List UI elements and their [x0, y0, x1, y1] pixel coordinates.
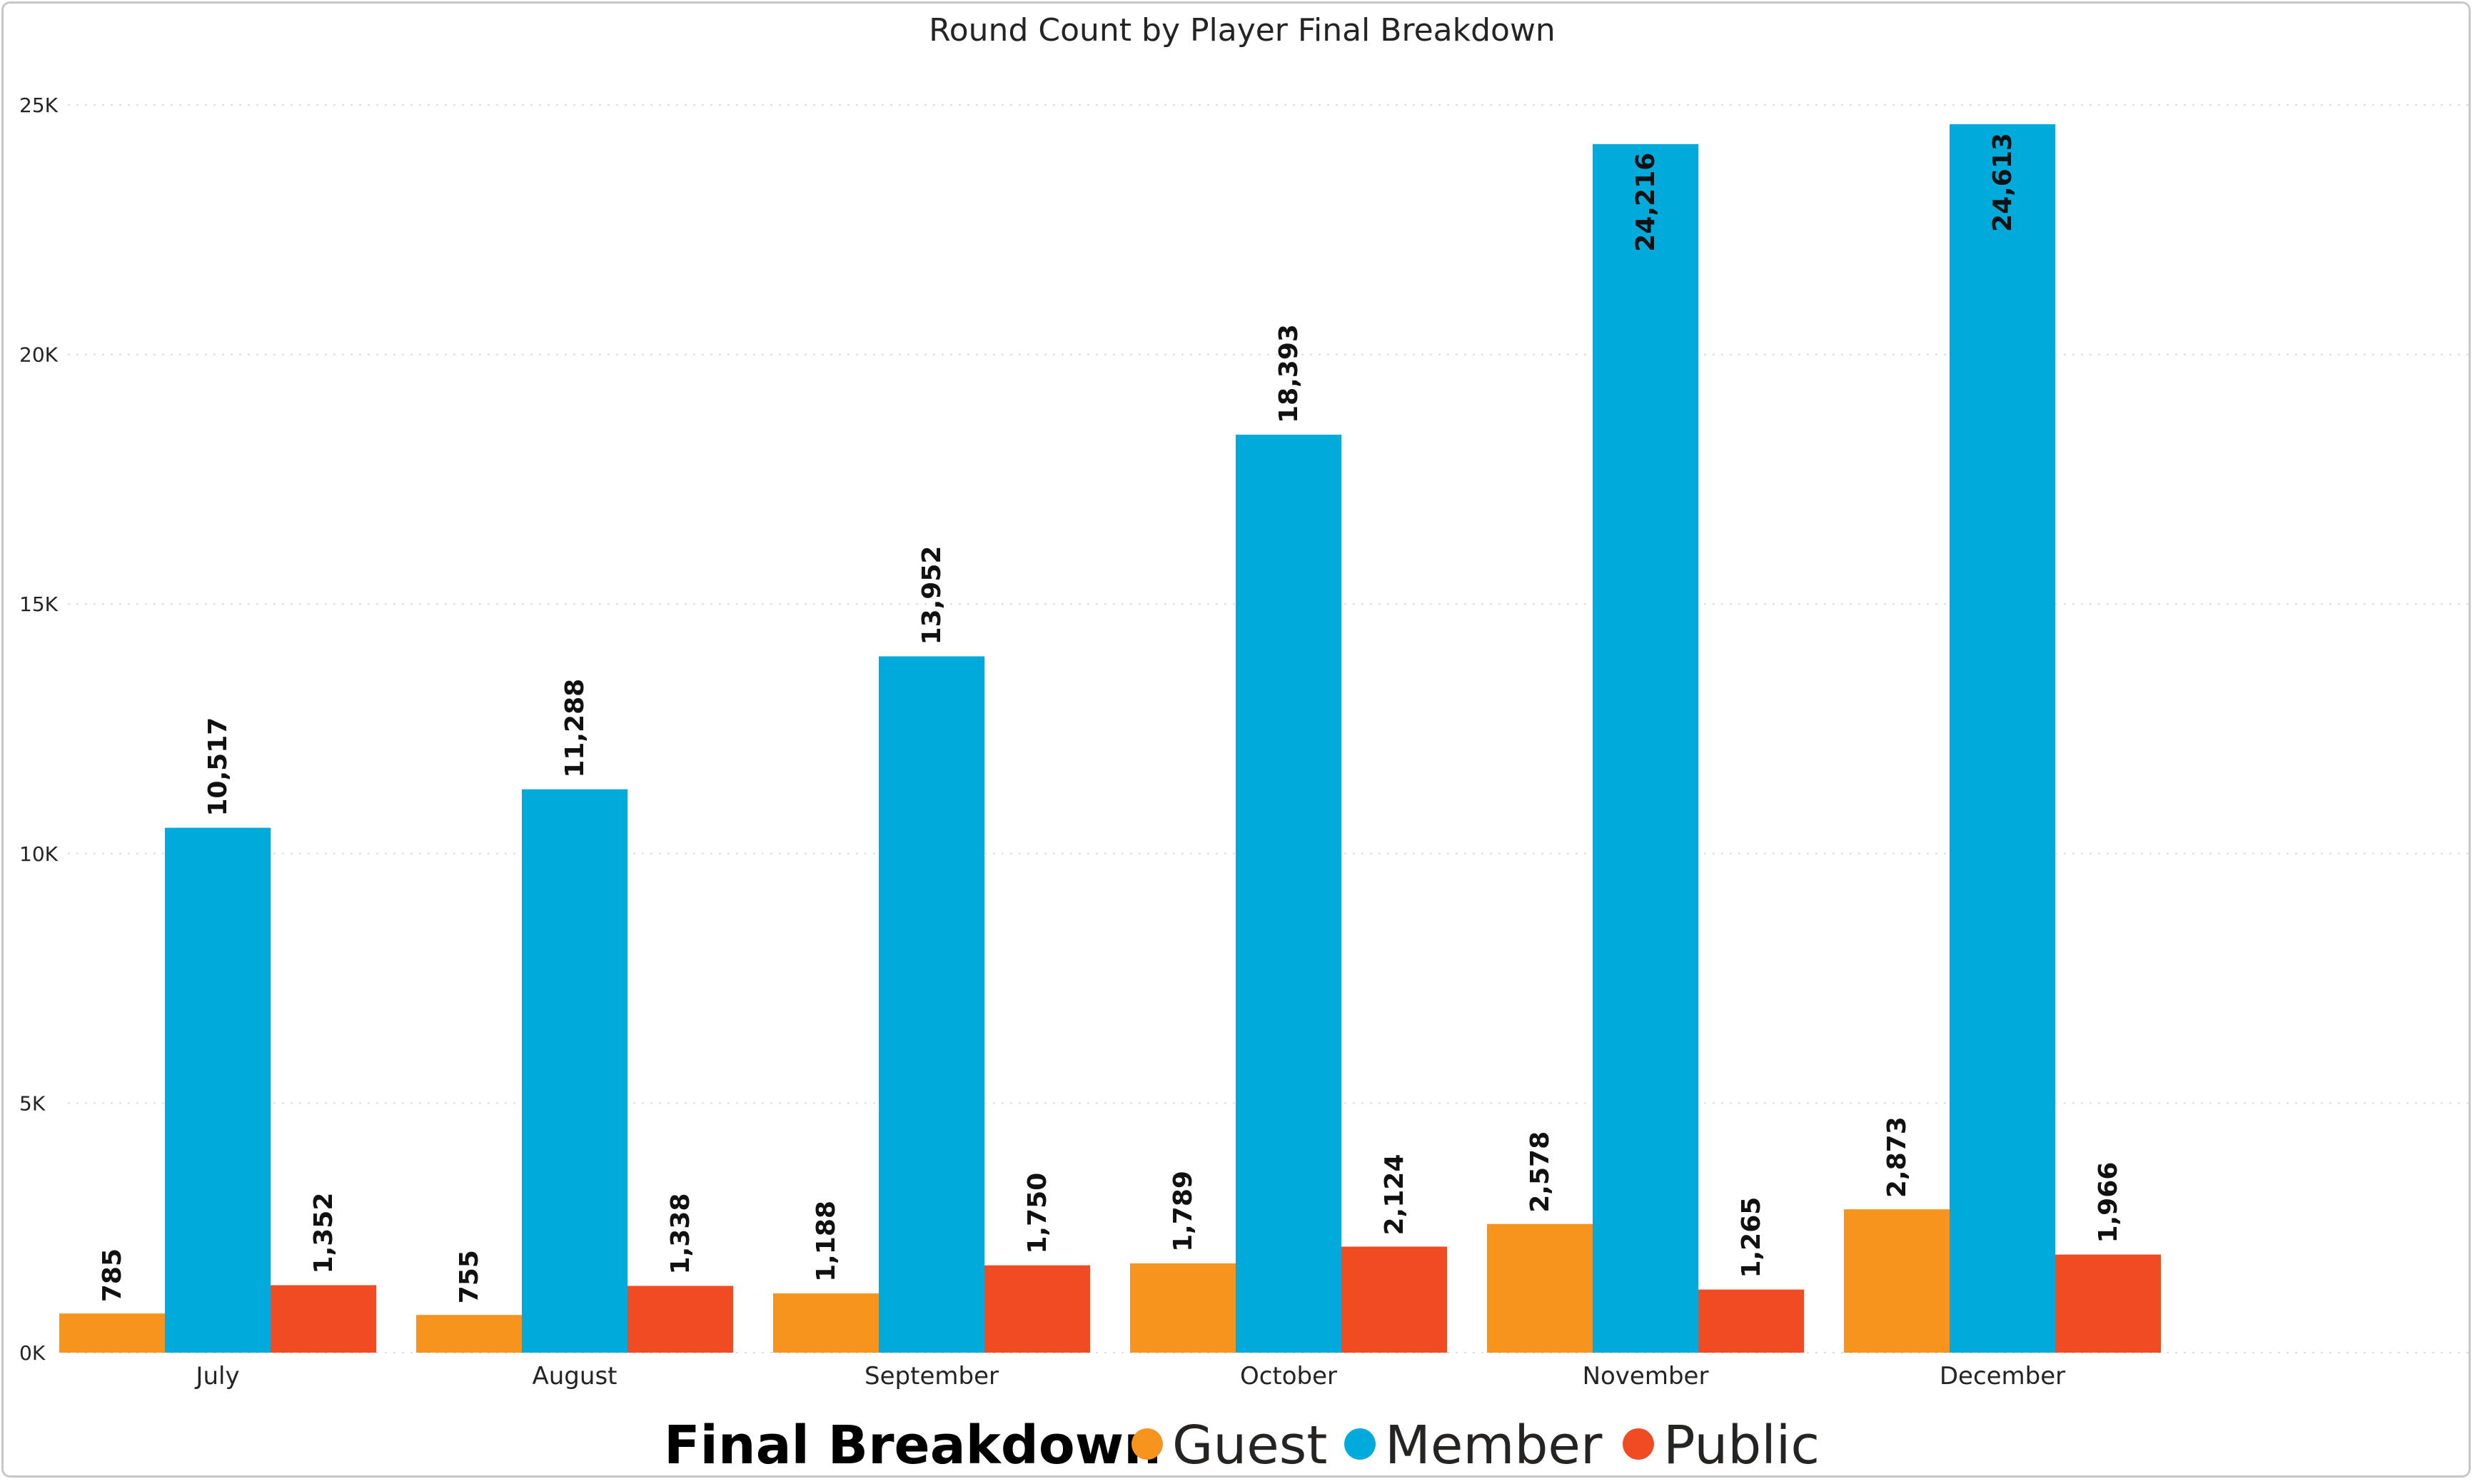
x-tick-label: October	[1240, 1362, 1337, 1390]
y-tick-label: 15K	[19, 592, 59, 616]
y-tick-label: 5K	[19, 1091, 46, 1115]
data-label: 11,288	[560, 679, 590, 778]
y-tick-label: 10K	[19, 842, 59, 866]
data-label: 1,265	[1737, 1197, 1766, 1278]
bar-member-november[interactable]	[1593, 143, 1698, 1353]
bar-guest-october[interactable]	[1130, 1263, 1236, 1353]
data-label: 1,966	[2094, 1162, 2123, 1243]
legend-marker-member	[1344, 1428, 1376, 1460]
bar-public-october[interactable]	[1341, 1246, 1447, 1353]
data-label: 755	[455, 1250, 484, 1303]
data-label: 1,338	[666, 1193, 695, 1275]
bar-member-october[interactable]	[1236, 434, 1341, 1353]
x-tick-label: December	[1940, 1362, 2065, 1390]
legend-marker-public	[1623, 1428, 1654, 1460]
bar-public-december[interactable]	[2055, 1254, 2161, 1353]
bar-public-september[interactable]	[984, 1265, 1090, 1353]
data-label: 1,352	[309, 1193, 338, 1274]
y-tick-label: 20K	[19, 343, 59, 367]
chart-title: Round Count by Player Final Breakdown	[929, 12, 1556, 49]
data-label: 18,393	[1274, 324, 1304, 423]
legend-marker-guest	[1131, 1428, 1163, 1460]
bar-member-july[interactable]	[165, 827, 271, 1353]
legend-label-guest[interactable]: Guest	[1172, 1415, 1327, 1476]
legend-label-public[interactable]: Public	[1663, 1415, 1820, 1476]
data-label: 1,188	[812, 1201, 841, 1282]
y-tick-label: 0K	[19, 1341, 46, 1365]
x-axis-ticks: July August September October November Decemb…	[194, 1362, 2065, 1390]
data-label: 2,873	[1882, 1116, 1912, 1198]
bar-public-november[interactable]	[1698, 1289, 1804, 1353]
bar-member-august[interactable]	[522, 789, 627, 1353]
x-tick-label: September	[865, 1362, 999, 1390]
bar-guest-august[interactable]	[416, 1315, 522, 1353]
data-label: 1,789	[1169, 1171, 1198, 1252]
legend[interactable]: Final Breakdown Guest Member Public	[664, 1415, 1820, 1476]
data-labels: 785 10,517 1,352 755 11,288 1,338 1,188 13,952 1…	[98, 133, 2123, 1303]
bar-public-july[interactable]	[271, 1285, 376, 1353]
chart-area: Round Count by Player Final Breakdown 0K…	[19, 12, 2474, 1476]
y-tick-label: 25K	[19, 94, 59, 117]
data-label: 24,613	[1988, 133, 2017, 232]
data-label: 2,124	[1380, 1154, 1409, 1236]
bar-guest-september[interactable]	[773, 1293, 879, 1353]
bar-public-august[interactable]	[627, 1286, 733, 1353]
data-label: 2,578	[1526, 1131, 1555, 1213]
y-axis-ticks: 0K 5K 10K 15K 20K 25K	[19, 94, 59, 1365]
data-label: 10,517	[203, 717, 233, 817]
legend-title: Final Breakdown	[664, 1415, 1161, 1476]
data-label: 1,750	[1023, 1173, 1052, 1254]
x-tick-label: November	[1583, 1362, 1709, 1390]
bars	[59, 124, 2161, 1353]
legend-label-member[interactable]: Member	[1385, 1415, 1603, 1476]
data-label: 13,952	[917, 546, 947, 645]
x-tick-label: July	[194, 1362, 239, 1390]
bar-guest-december[interactable]	[1844, 1209, 1950, 1353]
bar-member-september[interactable]	[879, 656, 984, 1353]
data-label: 24,216	[1631, 153, 1660, 252]
x-tick-label: August	[533, 1362, 618, 1390]
bar-guest-november[interactable]	[1487, 1223, 1593, 1353]
data-label: 785	[98, 1248, 127, 1302]
bar-member-december[interactable]	[1950, 124, 2055, 1353]
bar-guest-july[interactable]	[59, 1313, 165, 1353]
